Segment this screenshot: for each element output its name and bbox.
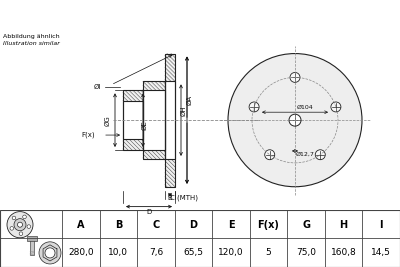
Text: F(x): F(x) bbox=[81, 132, 95, 138]
Circle shape bbox=[289, 114, 301, 126]
Text: 65,5: 65,5 bbox=[184, 248, 204, 257]
Text: B: B bbox=[168, 195, 172, 201]
Text: B: B bbox=[115, 220, 122, 230]
Circle shape bbox=[19, 232, 23, 235]
Circle shape bbox=[39, 242, 61, 264]
Circle shape bbox=[228, 54, 362, 187]
Text: 14,5: 14,5 bbox=[371, 248, 391, 257]
Text: 75,0: 75,0 bbox=[296, 248, 316, 257]
Bar bbox=[165, 54, 175, 187]
Text: E: E bbox=[228, 220, 234, 230]
Text: A: A bbox=[77, 220, 84, 230]
Text: Abbildung ähnlich: Abbildung ähnlich bbox=[3, 34, 60, 39]
Text: 10,0: 10,0 bbox=[108, 248, 128, 257]
Circle shape bbox=[315, 150, 325, 160]
Circle shape bbox=[237, 62, 353, 178]
Text: 24.0310-0314.1: 24.0310-0314.1 bbox=[86, 8, 210, 22]
Circle shape bbox=[259, 84, 331, 156]
Circle shape bbox=[7, 212, 33, 238]
Bar bbox=[123, 90, 143, 150]
Text: ØI: ØI bbox=[94, 84, 101, 90]
Circle shape bbox=[12, 216, 16, 220]
Bar bbox=[165, 81, 175, 159]
Bar bbox=[123, 90, 143, 101]
Bar bbox=[30, 239, 34, 255]
Circle shape bbox=[265, 150, 275, 160]
Bar bbox=[123, 101, 143, 139]
Text: 160,8: 160,8 bbox=[331, 248, 356, 257]
Text: 5: 5 bbox=[266, 248, 272, 257]
Circle shape bbox=[247, 72, 343, 168]
Text: H: H bbox=[340, 220, 348, 230]
Bar bbox=[143, 81, 165, 90]
Text: Ø104: Ø104 bbox=[297, 105, 314, 110]
Text: 120,0: 120,0 bbox=[218, 248, 244, 257]
Text: F(x): F(x) bbox=[258, 220, 280, 230]
Text: I: I bbox=[380, 220, 383, 230]
Bar bbox=[123, 139, 143, 150]
Text: Illustration similar: Illustration similar bbox=[3, 41, 60, 46]
Text: ØG: ØG bbox=[105, 115, 111, 125]
Circle shape bbox=[289, 114, 301, 126]
Text: Ø12,7: Ø12,7 bbox=[296, 152, 315, 157]
Bar bbox=[27, 236, 37, 241]
Text: 510314: 510314 bbox=[267, 8, 325, 22]
Circle shape bbox=[10, 227, 14, 230]
Text: ØH: ØH bbox=[181, 105, 187, 116]
Circle shape bbox=[267, 92, 323, 148]
Text: 7,6: 7,6 bbox=[149, 248, 163, 257]
Circle shape bbox=[331, 102, 341, 112]
Text: D: D bbox=[190, 220, 198, 230]
Text: ØE: ØE bbox=[142, 120, 148, 130]
Circle shape bbox=[45, 248, 55, 258]
Bar bbox=[143, 150, 165, 159]
Bar bbox=[143, 90, 165, 150]
Text: D: D bbox=[146, 209, 152, 215]
Circle shape bbox=[290, 72, 300, 83]
Text: C (MTH): C (MTH) bbox=[170, 195, 198, 201]
Circle shape bbox=[14, 219, 26, 231]
Circle shape bbox=[249, 102, 259, 112]
Bar bbox=[165, 54, 175, 81]
Text: ØA: ØA bbox=[187, 95, 193, 105]
Text: 280,0: 280,0 bbox=[68, 248, 94, 257]
Bar bbox=[143, 81, 165, 159]
Text: ate: ate bbox=[274, 115, 346, 165]
Circle shape bbox=[27, 225, 31, 228]
Text: G: G bbox=[302, 220, 310, 230]
Circle shape bbox=[23, 215, 26, 219]
Circle shape bbox=[18, 222, 22, 227]
Bar bbox=[165, 159, 175, 187]
Text: C: C bbox=[152, 220, 160, 230]
